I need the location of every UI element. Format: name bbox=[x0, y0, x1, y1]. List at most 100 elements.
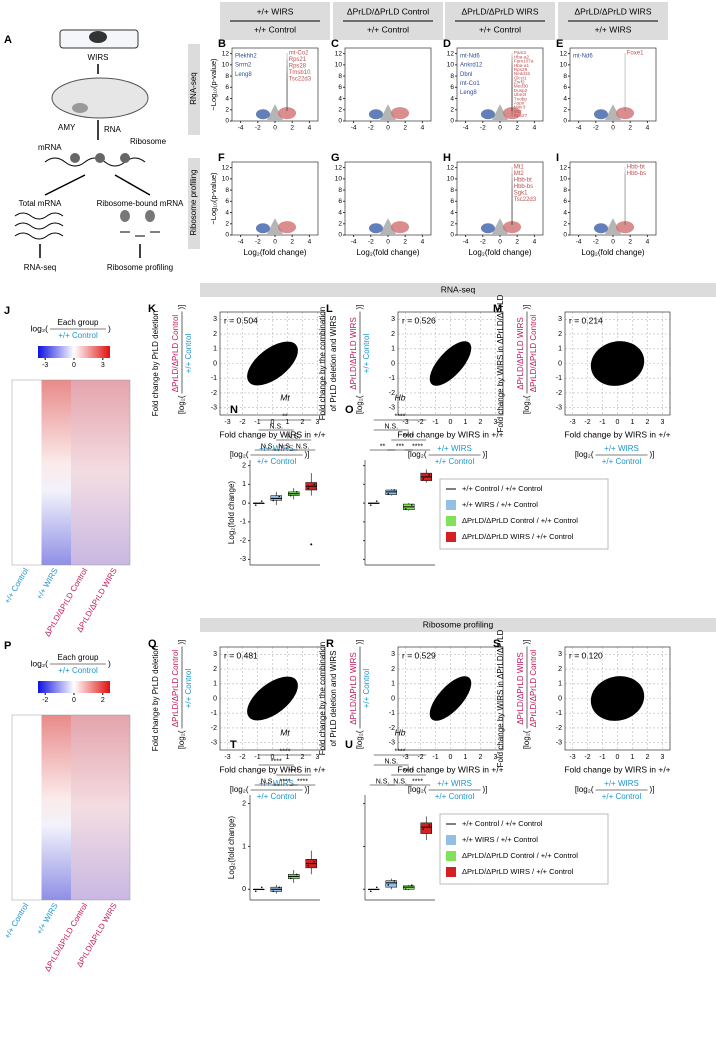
gene-label: Glcci1 bbox=[514, 75, 527, 80]
fraction-prefix: [log₂( bbox=[408, 450, 427, 459]
fraction-numerator: Each group bbox=[58, 318, 99, 327]
y-tick-label: 2 bbox=[450, 106, 454, 113]
legend-box bbox=[439, 478, 609, 550]
gene-label: Hbb-bt bbox=[514, 178, 532, 184]
jitter bbox=[278, 886, 281, 889]
fraction-denominator: ΔPrLD/ΔPrLD Control bbox=[529, 650, 538, 728]
heatmap-column-label: +/+ Control bbox=[3, 901, 31, 940]
heatmap-frame bbox=[11, 714, 131, 901]
y-tick-label: 6 bbox=[563, 198, 567, 205]
x-tick-label: 4 bbox=[533, 125, 537, 132]
gene-label: Rps21 bbox=[289, 57, 307, 63]
colorbar-tick-label: -2 bbox=[42, 697, 48, 704]
y-label-line: Fold change by PrLD deletion bbox=[151, 311, 160, 416]
x-tick-label: -4 bbox=[351, 125, 357, 132]
y-tick-label: 6 bbox=[338, 84, 342, 91]
x-tick-label: 2 bbox=[479, 754, 483, 761]
y-tick-label: 2 bbox=[213, 331, 217, 338]
y-tick-label: 4 bbox=[450, 209, 454, 216]
x-tick-label: -2 bbox=[368, 239, 374, 246]
x-tick-label: 4 bbox=[421, 125, 425, 132]
panel-letter: A bbox=[4, 34, 12, 46]
colorbar bbox=[38, 346, 110, 358]
y-tick-label: 2 bbox=[213, 666, 217, 673]
y-tick-label: 10 bbox=[560, 176, 568, 183]
fraction-numerator: ΔPrLD/ΔPrLD Control bbox=[171, 650, 180, 728]
y-tick-label: 2 bbox=[391, 331, 395, 338]
significance-label: **** bbox=[412, 443, 423, 450]
colorbar-tick-label: 0 bbox=[72, 362, 76, 369]
y-tick-label: 6 bbox=[225, 198, 229, 205]
fraction-suffix: )] bbox=[522, 640, 531, 645]
fraction-denominator: +/+ Control bbox=[184, 333, 193, 373]
y-tick-label: 3 bbox=[391, 651, 395, 658]
label: RNA bbox=[104, 125, 122, 134]
x-tick-label: 0 bbox=[449, 754, 453, 761]
gene-label: mt-Nd6 bbox=[460, 54, 480, 60]
y-label-line: Fold change by WIRS in ΔPrLD/ΔPrLD bbox=[496, 629, 505, 767]
fraction-numerator: ΔPrLD/ΔPrLD WIRS bbox=[516, 652, 525, 724]
ribosome-icon bbox=[70, 153, 80, 163]
x-tick-label: 1 bbox=[631, 419, 635, 426]
y-tick-label: 2 bbox=[558, 331, 562, 338]
gene-label: Ankrd12 bbox=[460, 63, 483, 69]
heatmap-column bbox=[12, 715, 42, 900]
y-tick-label: 4 bbox=[225, 209, 229, 216]
y-tick-label: -1 bbox=[240, 519, 246, 526]
gene-label: mt-Nd6 bbox=[573, 54, 593, 60]
x-tick-label: -1 bbox=[254, 419, 260, 426]
ribosome-icon bbox=[120, 153, 130, 163]
gene-label: mt-Co2 bbox=[289, 51, 309, 57]
jitter bbox=[254, 504, 257, 506]
y-tick-label: 2 bbox=[242, 800, 246, 807]
y-tick-label: -1 bbox=[389, 375, 395, 382]
jitter bbox=[428, 474, 431, 476]
legend-box bbox=[439, 813, 609, 885]
panel-letter: B bbox=[218, 38, 226, 50]
panel-letter: C bbox=[331, 38, 339, 50]
fraction-denominator: +/+ Control bbox=[602, 792, 642, 801]
fraction-suffix: ) bbox=[108, 323, 111, 333]
fraction-suffix: )] bbox=[305, 450, 310, 459]
x-tick-label: 1 bbox=[631, 754, 635, 761]
jitter bbox=[428, 824, 431, 826]
y-tick-label: 1 bbox=[391, 346, 395, 353]
legend-label: ΔPrLD/ΔPrLD Control / +/+ Control bbox=[462, 516, 578, 525]
x-tick-label: -2 bbox=[417, 419, 423, 426]
jitter bbox=[404, 508, 407, 510]
panel-letter: I bbox=[556, 152, 559, 164]
x-axis-label: Fold change by WIRS in +/+ bbox=[564, 764, 670, 774]
x-axis-label: Log₂(fold change) bbox=[468, 248, 531, 257]
y-tick-label: 0 bbox=[563, 232, 567, 239]
point-cloud bbox=[429, 676, 472, 721]
x-tick-label: -2 bbox=[593, 239, 599, 246]
cloud-up bbox=[616, 107, 635, 120]
fraction-numerator: +/+ WIRS bbox=[604, 444, 639, 453]
gene-label: Mier3 bbox=[514, 105, 526, 110]
jitter bbox=[404, 888, 407, 890]
fraction-prefix: [log₂( bbox=[230, 450, 249, 459]
fraction-numerator: +/+ WIRS bbox=[259, 779, 294, 788]
row-label: RNA-seq bbox=[189, 72, 198, 104]
y-tick-label: -3 bbox=[389, 739, 395, 746]
panel-letter: N bbox=[230, 404, 238, 416]
heatmap-column-label: +/+ WIRS bbox=[35, 567, 60, 602]
header-bottom: +/+ Control bbox=[254, 24, 296, 34]
x-tick-label: -2 bbox=[584, 419, 590, 426]
gene-label: Znrf2 bbox=[514, 80, 525, 85]
y-label-line: of PrLD deletion and WIRS bbox=[329, 650, 338, 746]
panel-letter: S bbox=[493, 638, 500, 650]
jitter bbox=[278, 495, 281, 498]
gene-title: Hb bbox=[395, 727, 406, 737]
jitter bbox=[272, 499, 275, 502]
label: Ribosome bbox=[130, 137, 167, 146]
point-cloud bbox=[590, 676, 645, 721]
jitter bbox=[422, 478, 425, 480]
y-tick-label: 12 bbox=[335, 164, 343, 171]
significance-label: **** bbox=[403, 768, 414, 775]
cloud-down bbox=[368, 109, 383, 120]
y-label-line: Fold change by WIRS in ΔPrLD/ΔPrLD bbox=[496, 294, 505, 432]
significance-label: ** bbox=[380, 443, 386, 450]
cloud-ns bbox=[379, 104, 397, 121]
fraction-prefix: [log₂( bbox=[522, 730, 531, 749]
